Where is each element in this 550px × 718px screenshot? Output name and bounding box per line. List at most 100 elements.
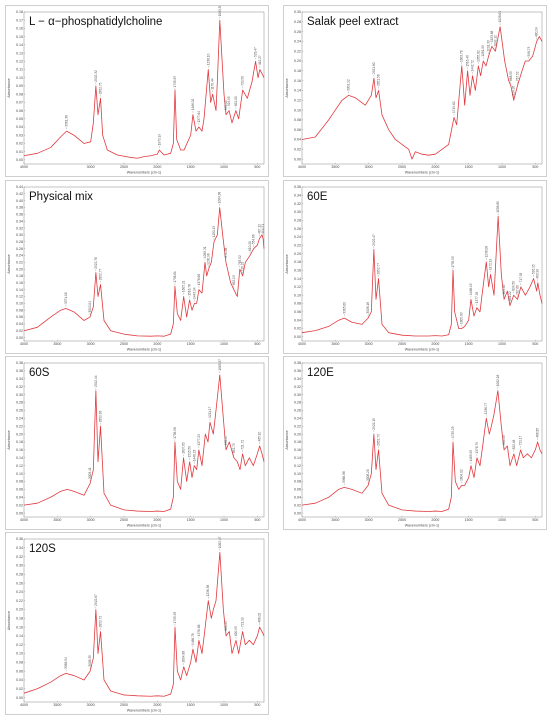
x-tick-label: 1000 — [498, 518, 506, 522]
x-tick-label: 4000 — [298, 518, 306, 522]
y-tick-label: 0.36 — [294, 369, 301, 373]
y-tick-label: 0.32 — [294, 385, 301, 389]
peak-label: 1377.29 — [197, 434, 201, 446]
y-tick-label: 0.03 — [16, 133, 23, 137]
peak-label: 3008.35 — [88, 655, 92, 667]
y-tick-label: 0.07 — [16, 101, 23, 105]
x-axis-label: Wavenumbers (cm-1) — [127, 348, 161, 352]
y-tick-label: 0.34 — [16, 219, 23, 223]
y-axis-label: Absorbance — [7, 611, 11, 630]
peak-label: 610.20 — [248, 241, 252, 251]
peak-label: 1377.64 — [197, 111, 201, 123]
x-tick-label: 2500 — [120, 518, 128, 522]
y-tick-label: 0.06 — [16, 669, 23, 673]
spectrum-panel-4: 0.00 0.02 0.04 0.06 0.08 0.10 0.12 0.14 0.16 0.18… — [283, 180, 547, 354]
y-tick-label: 0.16 — [294, 448, 301, 452]
x-tick-label: 3000 — [87, 342, 95, 346]
peak-label: 1236.77 — [484, 402, 488, 414]
y-tick-label: 0.18 — [16, 10, 23, 14]
peak-label: 465.10 — [258, 431, 262, 441]
x-tick-label: 1500 — [187, 165, 195, 169]
y-tick-label: 0.28 — [16, 572, 23, 576]
y-axis-label: Absorbance — [285, 78, 289, 97]
peak-label: 767.52 — [515, 71, 519, 81]
x-tick-label: 3500 — [53, 703, 61, 707]
y-tick-label: 0.02 — [294, 327, 301, 331]
peak-label: 721.19 — [241, 617, 245, 627]
x-axis-label: Wavenumbers (cm-1) — [405, 524, 439, 528]
y-tick-label: 0.18 — [294, 69, 301, 73]
peak-label: 1211.17 — [208, 406, 212, 418]
y-tick-label: 0.38 — [294, 361, 301, 365]
peak-label: 824.95 — [512, 85, 516, 95]
peak-label: 1604.02 — [460, 469, 464, 481]
y-tick-label: 0.04 — [294, 138, 301, 142]
y-tick-label: 0.36 — [16, 369, 23, 373]
x-tick-label: 4000 — [298, 342, 306, 346]
y-tick-label: 0.16 — [294, 79, 301, 83]
peak-label: 2852.77 — [98, 269, 102, 281]
y-tick-label: 0.30 — [16, 393, 23, 397]
spectrum-svg: 0.00 0.02 0.04 0.06 0.08 0.10 0.12 0.14 0.16 0.18… — [285, 185, 543, 352]
x-axis-label: Wavenumbers (cm-1) — [127, 524, 161, 528]
peak-label: 526.47 — [254, 47, 258, 57]
y-tick-label: 0.28 — [294, 20, 301, 24]
y-tick-label: 0.28 — [16, 240, 23, 244]
x-tick-label: 1000 — [498, 342, 506, 346]
peak-label: 3361.36 — [65, 115, 69, 127]
y-tick-label: 0.11 — [16, 68, 23, 72]
x-tick-label: 2000 — [431, 342, 439, 346]
y-tick-label: 0.30 — [16, 564, 23, 568]
x-tick-label: 3000 — [365, 518, 373, 522]
y-tick-label: 0.30 — [294, 393, 301, 397]
plot-frame — [301, 11, 543, 165]
spectrum-svg: 0.00 0.01 0.02 0.03 0.04 0.05 0.06 0.07 0.08 0.09… — [7, 6, 265, 175]
y-tick-label: 0.16 — [16, 625, 23, 629]
x-axis-label: Wavenumbers (cm-1) — [405, 171, 439, 175]
peak-label: 970.27 — [224, 435, 228, 445]
peak-label: 2922.32 — [94, 70, 98, 82]
plot-frame — [301, 362, 543, 518]
peak-label: 717.35 — [519, 273, 523, 283]
y-axis-label: Absorbance — [7, 430, 11, 449]
peak-label: 2851.58 — [377, 74, 381, 86]
y-tick-label: 0.34 — [294, 194, 301, 198]
peak-label: 1736.58 — [173, 427, 177, 439]
x-tick-label: 1500 — [187, 703, 195, 707]
x-tick-label: 3500 — [53, 342, 61, 346]
x-tick-label: 3500 — [331, 342, 339, 346]
chart-title: Salak peel extract — [307, 16, 399, 28]
x-tick-label: 500 — [532, 165, 538, 169]
chart-title: 120S — [29, 543, 56, 555]
y-tick-label: 0.01 — [16, 150, 23, 154]
y-tick-label: 0.08 — [294, 118, 301, 122]
y-tick-label: 0.08 — [294, 480, 301, 484]
peak-label: 852.73 — [232, 443, 236, 453]
peak-label: 467.12 — [258, 224, 262, 234]
peak-label: 822.48 — [512, 439, 516, 449]
x-tick-label: 500 — [532, 518, 538, 522]
y-tick-label: 0.26 — [294, 30, 301, 34]
y-tick-label: 0.18 — [16, 616, 23, 620]
y-tick-label: 0.36 — [294, 185, 301, 189]
peak-label: 3010.04 — [88, 301, 92, 313]
peak-label: 1446.23 — [192, 449, 196, 461]
spectrum-svg: 0.00 0.02 0.04 0.06 0.08 0.10 0.12 0.14 0.16 0.18… — [7, 185, 265, 352]
y-tick-label: 0.24 — [16, 416, 23, 420]
peak-label: 2852.77 — [376, 263, 380, 275]
peak-label: 1604.88 — [182, 651, 186, 663]
x-tick-label: 3000 — [365, 165, 373, 169]
plot-frame — [301, 186, 543, 342]
x-tick-label: 500 — [254, 518, 260, 522]
peak-label: 1376.79 — [475, 442, 479, 454]
peak-label: 1735.87 — [173, 76, 177, 88]
x-tick-label: 3000 — [87, 703, 95, 707]
plot-frame — [23, 538, 265, 703]
peak-label: 554.66 — [252, 234, 256, 244]
y-tick-label: 0.02 — [294, 503, 301, 507]
peak-label: 3301.12 — [347, 79, 351, 91]
spectrum-line — [23, 551, 265, 697]
peak-label: 3008.20 — [366, 469, 370, 481]
y-tick-label: 0.20 — [294, 432, 301, 436]
x-tick-label: 2500 — [120, 165, 128, 169]
